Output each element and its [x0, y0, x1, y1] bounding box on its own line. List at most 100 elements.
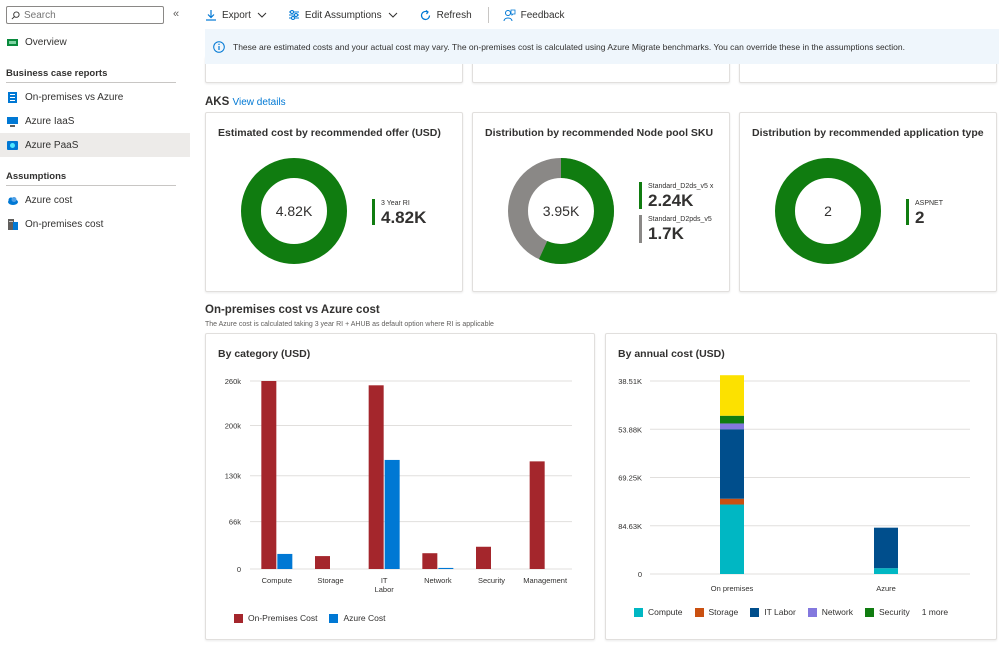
sliders-icon — [288, 10, 299, 20]
annual-legend: Compute Storage IT Labor Network Securit… — [634, 607, 960, 617]
comparison-note: The Azure cost is calculated taking 3 ye… — [205, 321, 494, 328]
y-tick-label: 53.88K — [618, 425, 642, 434]
search-box[interactable] — [6, 6, 164, 24]
export-button[interactable]: Export — [205, 9, 272, 21]
legend-item-storage[interactable]: Storage — [694, 607, 738, 617]
bar[interactable] — [315, 556, 330, 569]
stacked-bar-segment[interactable] — [874, 527, 898, 569]
x-tick-label: Storage — [317, 576, 343, 585]
donut-center-value: 2 — [824, 203, 832, 219]
bar[interactable] — [384, 459, 400, 569]
card-title: By category (USD) — [218, 348, 311, 360]
sidebar-item-label: On-premises vs Azure — [25, 91, 124, 103]
app-type-donut-chart: 2 — [775, 158, 881, 264]
banner-text: These are estimated costs and your actua… — [233, 41, 905, 52]
legend-label: Compute — [648, 607, 683, 617]
legend-label: ASPNET — [915, 200, 944, 207]
feedback-icon — [503, 9, 516, 21]
sidebar-item-azure-iaas[interactable]: Azure IaaS — [0, 109, 190, 133]
sidebar-item-label: Azure PaaS — [25, 139, 79, 151]
card-title: By annual cost (USD) — [618, 348, 725, 360]
banner-bg-overlay — [205, 29, 999, 64]
view-details-link[interactable]: View details — [232, 97, 286, 108]
sidebar-item-onprem-cost[interactable]: On-premises cost — [0, 212, 190, 236]
feedback-button[interactable]: Feedback — [503, 9, 565, 22]
x-tick-label: Management — [523, 576, 568, 585]
stacked-bar-segment[interactable] — [720, 375, 744, 416]
sidebar: « Overview Business case reports On-prem… — [0, 0, 190, 646]
chevron-down-icon — [257, 12, 267, 18]
y-tick-label: 130k — [225, 472, 242, 481]
donut-center-value: 4.82K — [276, 203, 313, 219]
search-input[interactable] — [24, 9, 154, 21]
sidebar-item-onprem-vs-azure[interactable]: On-premises vs Azure — [0, 85, 190, 109]
by-annual-cost-card: By annual cost (USD) 0 84.63K 69.25K 53.88K… — [605, 333, 997, 640]
bar[interactable] — [261, 381, 277, 569]
sidebar-item-azure-cost[interactable]: Azure cost — [0, 188, 190, 212]
x-tick-label: On premises — [711, 584, 754, 593]
legend-label: On-Premises Cost — [248, 613, 318, 623]
server-icon — [6, 218, 19, 231]
y-tick-label: 69.25K — [618, 474, 642, 483]
info-icon — [213, 40, 225, 53]
legend-item-onprem[interactable]: On-Premises Cost — [234, 613, 317, 623]
donut-segment-3yr-ri — [241, 158, 347, 264]
legend-label: IT Labor — [764, 607, 796, 617]
edit-assumptions-button[interactable]: Edit Assumptions — [288, 9, 403, 21]
node-pool-sku-card: Distribution by recommended Node pool SK… — [472, 112, 730, 292]
stacked-bar-segment[interactable] — [720, 498, 744, 505]
refresh-button[interactable]: Refresh — [419, 9, 472, 22]
legend-item-compute[interactable]: Compute — [634, 607, 683, 617]
stacked-bar-segment[interactable] — [720, 429, 744, 499]
info-banner-text-layer: These are estimated costs and your actua… — [205, 29, 999, 64]
legend-swatch — [372, 199, 375, 225]
legend-item-security[interactable]: Security — [864, 607, 910, 617]
sidebar-item-overview[interactable]: Overview — [0, 30, 190, 54]
y-tick-label: 0 — [638, 570, 642, 579]
x-tick-label: Security — [478, 576, 505, 585]
stacked-bar-segment[interactable] — [720, 504, 744, 574]
collapse-sidebar-icon[interactable]: « — [173, 8, 180, 20]
app-service-icon — [6, 139, 19, 152]
stacked-bar-segment[interactable] — [720, 415, 744, 424]
stacked-bar-segment[interactable] — [720, 423, 744, 430]
bar[interactable] — [438, 567, 454, 569]
donut-center-value: 3.95K — [543, 203, 580, 219]
business-reports-heading: Business case reports — [6, 68, 108, 79]
search-icon — [11, 10, 20, 19]
legend-value: 2 — [915, 208, 925, 227]
bar[interactable] — [529, 461, 545, 569]
offer-donut-chart: 4.82K — [241, 158, 347, 264]
y-tick-label: 200k — [225, 421, 242, 430]
y-tick-label: 0 — [237, 565, 241, 574]
feedback-label: Feedback — [520, 9, 565, 21]
refresh-icon — [420, 9, 430, 20]
stacked-bar-segment[interactable] — [874, 568, 898, 574]
toolbar: Export Edit Assumptions Refresh — [205, 4, 581, 26]
legend-item-network[interactable]: Network — [807, 607, 853, 617]
sidebar-item-label: Azure IaaS — [25, 115, 75, 127]
legend-label: Azure Cost — [343, 613, 386, 623]
bar[interactable] — [277, 553, 293, 569]
legend-item-it-labor[interactable]: IT Labor — [750, 607, 796, 617]
application-type-card: Distribution by recommended application … — [739, 112, 997, 292]
comparison-title: On-premises cost vs Azure cost — [205, 304, 380, 316]
legend-more[interactable]: 1 more — [921, 607, 949, 617]
by-category-card: By category (USD) 0 66k 130k 200k 260k Comput… — [205, 333, 595, 640]
sidebar-item-azure-paas[interactable]: Azure PaaS — [0, 133, 190, 157]
legend-label: 3 Year RI — [381, 200, 410, 207]
bar[interactable] — [368, 385, 384, 569]
assumptions-heading: Assumptions — [6, 171, 67, 182]
legend-swatch — [864, 607, 874, 617]
bar[interactable] — [476, 546, 491, 569]
legend-swatch — [750, 607, 760, 617]
edit-assumptions-label: Edit Assumptions — [304, 9, 382, 21]
legend-swatch — [639, 215, 642, 243]
legend-item-azure[interactable]: Azure Cost — [329, 613, 385, 623]
y-tick-label: 38.51K — [618, 377, 642, 386]
y-tick-label: 84.63K — [618, 522, 642, 531]
bar[interactable] — [422, 553, 438, 569]
legend-swatch — [634, 607, 643, 617]
y-tick-label: 260k — [225, 377, 242, 386]
